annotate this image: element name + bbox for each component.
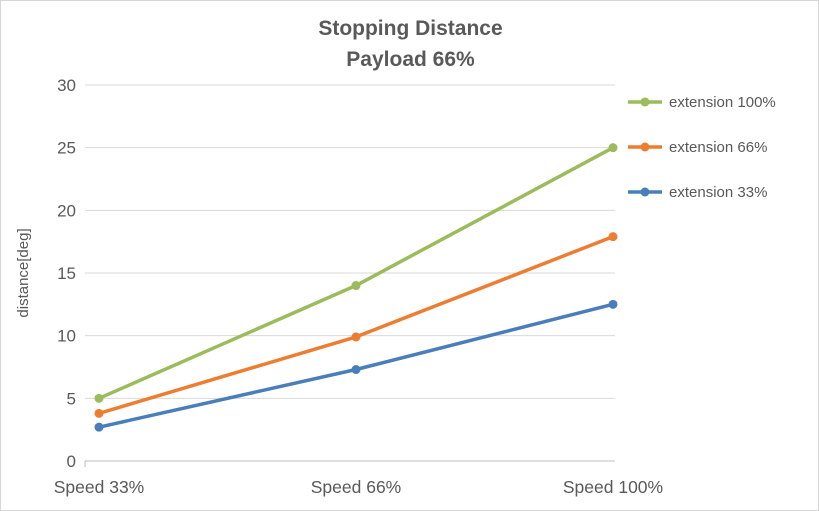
x-axis-label: Speed 33% — [54, 477, 145, 497]
legend-item: extension 33% — [628, 184, 767, 201]
legend-swatch-marker — [640, 142, 650, 152]
legend-item: extension 66% — [628, 139, 767, 156]
y-tick-label: 30 — [57, 76, 76, 95]
y-tick-label: 10 — [57, 327, 76, 346]
y-tick-label: 15 — [57, 264, 76, 283]
legend-label: extension 33% — [669, 184, 767, 201]
y-axis-title: distance[deg] — [15, 228, 32, 317]
x-axis-label: Speed 100% — [563, 477, 663, 497]
axis-labels: 0 5 10 15 20 25 30 distance[deg] Speed 33% Speed … — [15, 76, 663, 497]
legend-label: extension 66% — [669, 139, 767, 156]
y-tick-label: 25 — [57, 139, 76, 158]
legend-label: extension 100% — [669, 94, 776, 111]
legend: extension 100% extension 66% extension 33% — [628, 94, 776, 201]
data-point-marker-extension-100- — [608, 143, 618, 153]
data-point-marker-extension-66- — [608, 232, 618, 242]
legend-swatch-marker — [640, 187, 650, 197]
data-point-marker-extension-66- — [94, 408, 104, 418]
series-lines — [94, 143, 618, 432]
data-point-marker-extension-100- — [94, 393, 104, 403]
legend-item: extension 100% — [628, 94, 776, 111]
data-point-marker-extension-33- — [94, 422, 104, 432]
data-point-marker-extension-100- — [351, 281, 361, 291]
x-axis-label: Speed 66% — [311, 477, 402, 497]
gridlines — [84, 84, 615, 467]
y-tick-label: 20 — [57, 201, 76, 220]
y-tick-label: 5 — [67, 389, 76, 408]
data-point-marker-extension-66- — [351, 332, 361, 342]
data-point-marker-extension-33- — [608, 299, 618, 309]
legend-swatch-marker — [640, 97, 650, 107]
data-point-marker-extension-33- — [351, 365, 361, 375]
y-tick-label: 0 — [67, 452, 76, 471]
